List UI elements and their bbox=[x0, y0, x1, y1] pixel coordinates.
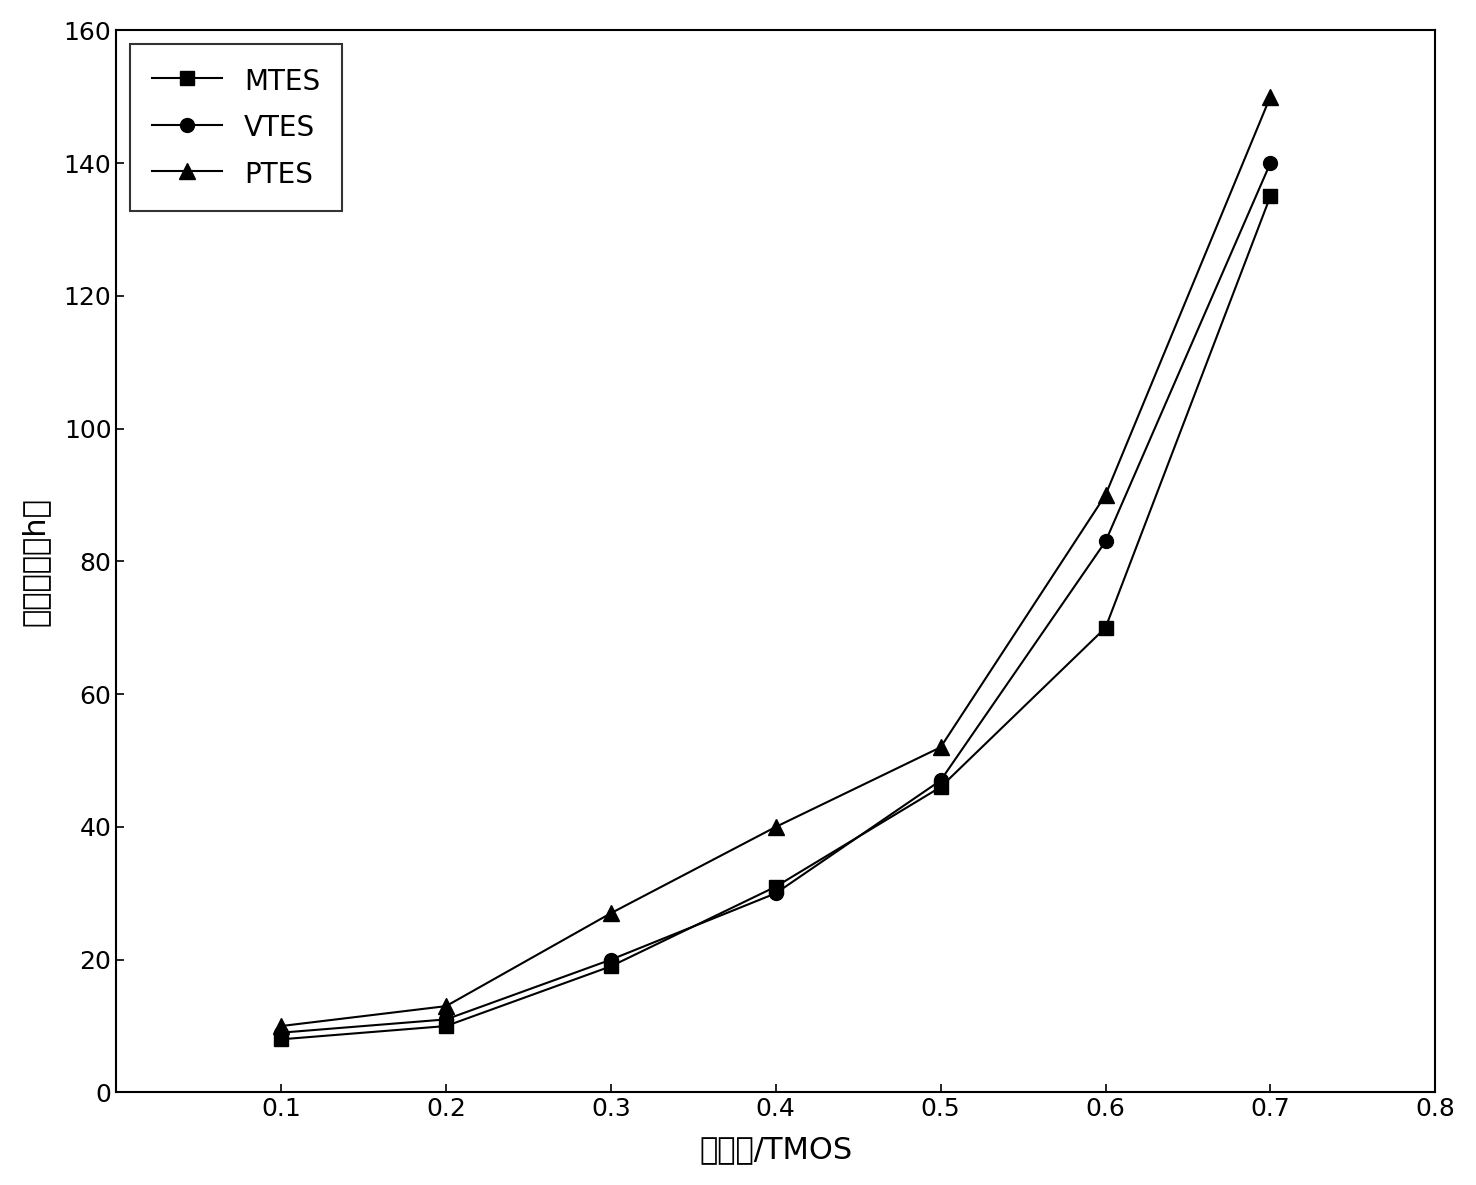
VTES bbox=[437, 1012, 455, 1026]
MTES bbox=[931, 780, 949, 794]
PTES bbox=[1262, 90, 1280, 104]
VTES bbox=[602, 953, 620, 967]
VTES bbox=[768, 886, 785, 901]
VTES bbox=[1097, 534, 1114, 549]
Line: VTES: VTES bbox=[275, 156, 1277, 1039]
Line: MTES: MTES bbox=[275, 190, 1277, 1046]
PTES bbox=[602, 907, 620, 921]
VTES bbox=[931, 774, 949, 788]
PTES bbox=[931, 741, 949, 755]
X-axis label: 改性剑/TMOS: 改性剑/TMOS bbox=[700, 1135, 853, 1164]
VTES bbox=[1262, 156, 1280, 171]
MTES bbox=[768, 879, 785, 893]
MTES bbox=[602, 959, 620, 973]
PTES bbox=[768, 820, 785, 834]
PTES bbox=[437, 999, 455, 1013]
PTES bbox=[1097, 488, 1114, 502]
MTES bbox=[1097, 621, 1114, 635]
Line: PTES: PTES bbox=[273, 89, 1278, 1033]
MTES bbox=[437, 1019, 455, 1033]
Legend: MTES, VTES, PTES: MTES, VTES, PTES bbox=[130, 44, 342, 211]
MTES bbox=[273, 1032, 291, 1046]
MTES bbox=[1262, 190, 1280, 204]
Y-axis label: 撸胶时间（h）: 撸胶时间（h） bbox=[21, 497, 50, 626]
VTES bbox=[273, 1025, 291, 1039]
PTES bbox=[273, 1019, 291, 1033]
